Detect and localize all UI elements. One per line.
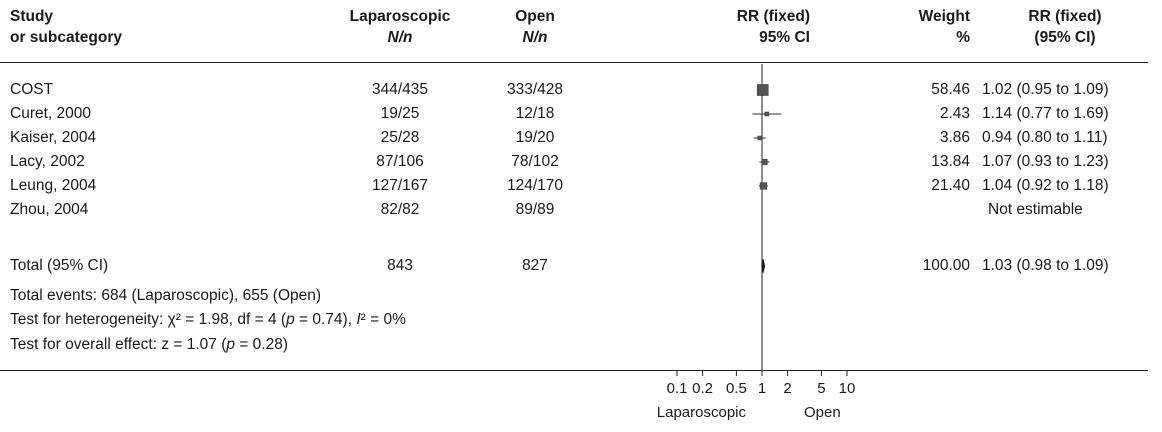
header-rr-plot: RR (fixed) 95% CI (690, 6, 810, 48)
point-estimate-2 (757, 135, 762, 141)
header-open: Open N/n (470, 6, 600, 48)
study-weight-3: 13.84 (931, 153, 970, 170)
study-lap-2: 25/28 (380, 129, 420, 146)
study-name-5: Zhou, 2004 (10, 201, 89, 218)
overall-effect-test: Test for overall effect: z = 1.07 (p = 0… (10, 335, 288, 355)
heterogeneity-prefix: Test for heterogeneity: χ² = 1.98, df = … (10, 311, 287, 328)
heterogeneity-test: Test for heterogeneity: χ² = 1.98, df = … (10, 310, 406, 330)
header-laparoscopic: Laparoscopic N/n (320, 6, 480, 48)
study-name-0: COST (10, 81, 54, 98)
header-rr-text-line1: RR (fixed) (1028, 8, 1102, 25)
study-ci-2: 0.94 (0.80 to 1.11) (982, 129, 1108, 146)
header-rr-plot-line2: 95% CI (759, 29, 810, 46)
total-ci: 1.03 (0.98 to 1.09) (982, 257, 1109, 274)
header-open-line2: N/n (522, 29, 548, 46)
axis-tick-label-2: 0.5 (726, 380, 747, 397)
study-open-4: 124/170 (506, 177, 564, 194)
study-ci-3: 1.07 (0.93 to 1.23) (982, 153, 1109, 170)
study-name-2: Kaiser, 2004 (10, 129, 97, 146)
header-rule (0, 62, 1148, 63)
header-rr-text: RR (fixed) (95% CI) (975, 6, 1155, 48)
point-estimate-3 (761, 159, 768, 165)
total-open: 827 (522, 257, 548, 274)
total-name: Total (95% CI) (10, 257, 109, 274)
study-open-2: 19/20 (515, 129, 555, 146)
heterogeneity-p: p (286, 311, 295, 328)
study-name-1: Curet, 2000 (10, 105, 91, 122)
header-lap-line2: N/n (387, 29, 413, 46)
total-events: Total events: 684 (Laparoscopic), 655 (O… (10, 287, 322, 304)
point-estimate-1 (764, 111, 770, 117)
bottom-rule (0, 370, 1148, 371)
header-weight: Weight % (890, 6, 970, 48)
study-weight-0: 58.46 (931, 81, 970, 98)
effect-suffix: = 0.28) (235, 336, 289, 353)
study-ci-1: 1.14 (0.77 to 1.69) (982, 105, 1109, 122)
header-rr-plot-line1: RR (fixed) (736, 8, 810, 25)
header-study-line1: Study (10, 8, 54, 25)
header-open-line1: Open (515, 8, 555, 25)
study-weight-2: 3.86 (939, 129, 970, 146)
heterogeneity-mid: = 0.74), (294, 311, 357, 328)
axis-tick-label-4: 2 (783, 380, 791, 397)
study-ci-4: 1.04 (0.92 to 1.18) (982, 177, 1109, 194)
total-lap: 843 (387, 257, 413, 274)
effect-prefix: Test for overall effect: z = 1.07 ( (10, 336, 227, 353)
header-study-line2: or subcategory (10, 29, 122, 46)
study-lap-5: 82/82 (380, 201, 420, 218)
study-open-0: 333/428 (506, 81, 564, 98)
axis-tick-label-0: 0.1 (667, 380, 688, 397)
header-weight-line1: Weight (918, 8, 970, 25)
study-name-4: Leung, 2004 (10, 177, 97, 194)
heterogeneity-suffix: ² = 0% (360, 311, 406, 328)
point-estimate-0 (756, 84, 769, 96)
axis-tick-label-3: 1 (758, 380, 766, 397)
header-lap-line1: Laparoscopic (349, 8, 451, 25)
study-weight-1: 2.43 (939, 105, 970, 122)
study-open-1: 12/18 (515, 105, 555, 122)
study-lap-0: 344/435 (371, 81, 429, 98)
header-weight-line2: % (956, 29, 970, 46)
pooled-diamond (761, 258, 766, 274)
study-open-3: 78/102 (511, 153, 559, 170)
heterogeneity-i: I (356, 311, 361, 328)
study-name-3: Lacy, 2002 (10, 153, 85, 170)
study-lap-3: 87/106 (376, 153, 424, 170)
study-ci-0: 1.02 (0.95 to 1.09) (982, 81, 1109, 98)
axis-tick-label-1: 0.2 (692, 380, 713, 397)
point-estimate-4 (759, 182, 768, 190)
study-weight-4: 21.40 (931, 177, 970, 194)
header-study: Study or subcategory (10, 6, 122, 48)
header-rr-text-line2: (95% CI) (1034, 29, 1096, 46)
axis-tick-label-6: 10 (839, 380, 856, 397)
favours-left-label: Laparoscopic (657, 404, 747, 421)
total-weight: 100.00 (922, 257, 970, 274)
study-lap-1: 19/25 (380, 105, 420, 122)
study-ci-5: Not estimable (988, 201, 1083, 218)
axis-tick-label-5: 5 (817, 380, 825, 397)
favours-right-label: Open (804, 404, 841, 421)
study-lap-4: 127/167 (371, 177, 429, 194)
study-open-5: 89/89 (515, 201, 555, 218)
effect-p: p (226, 336, 236, 353)
